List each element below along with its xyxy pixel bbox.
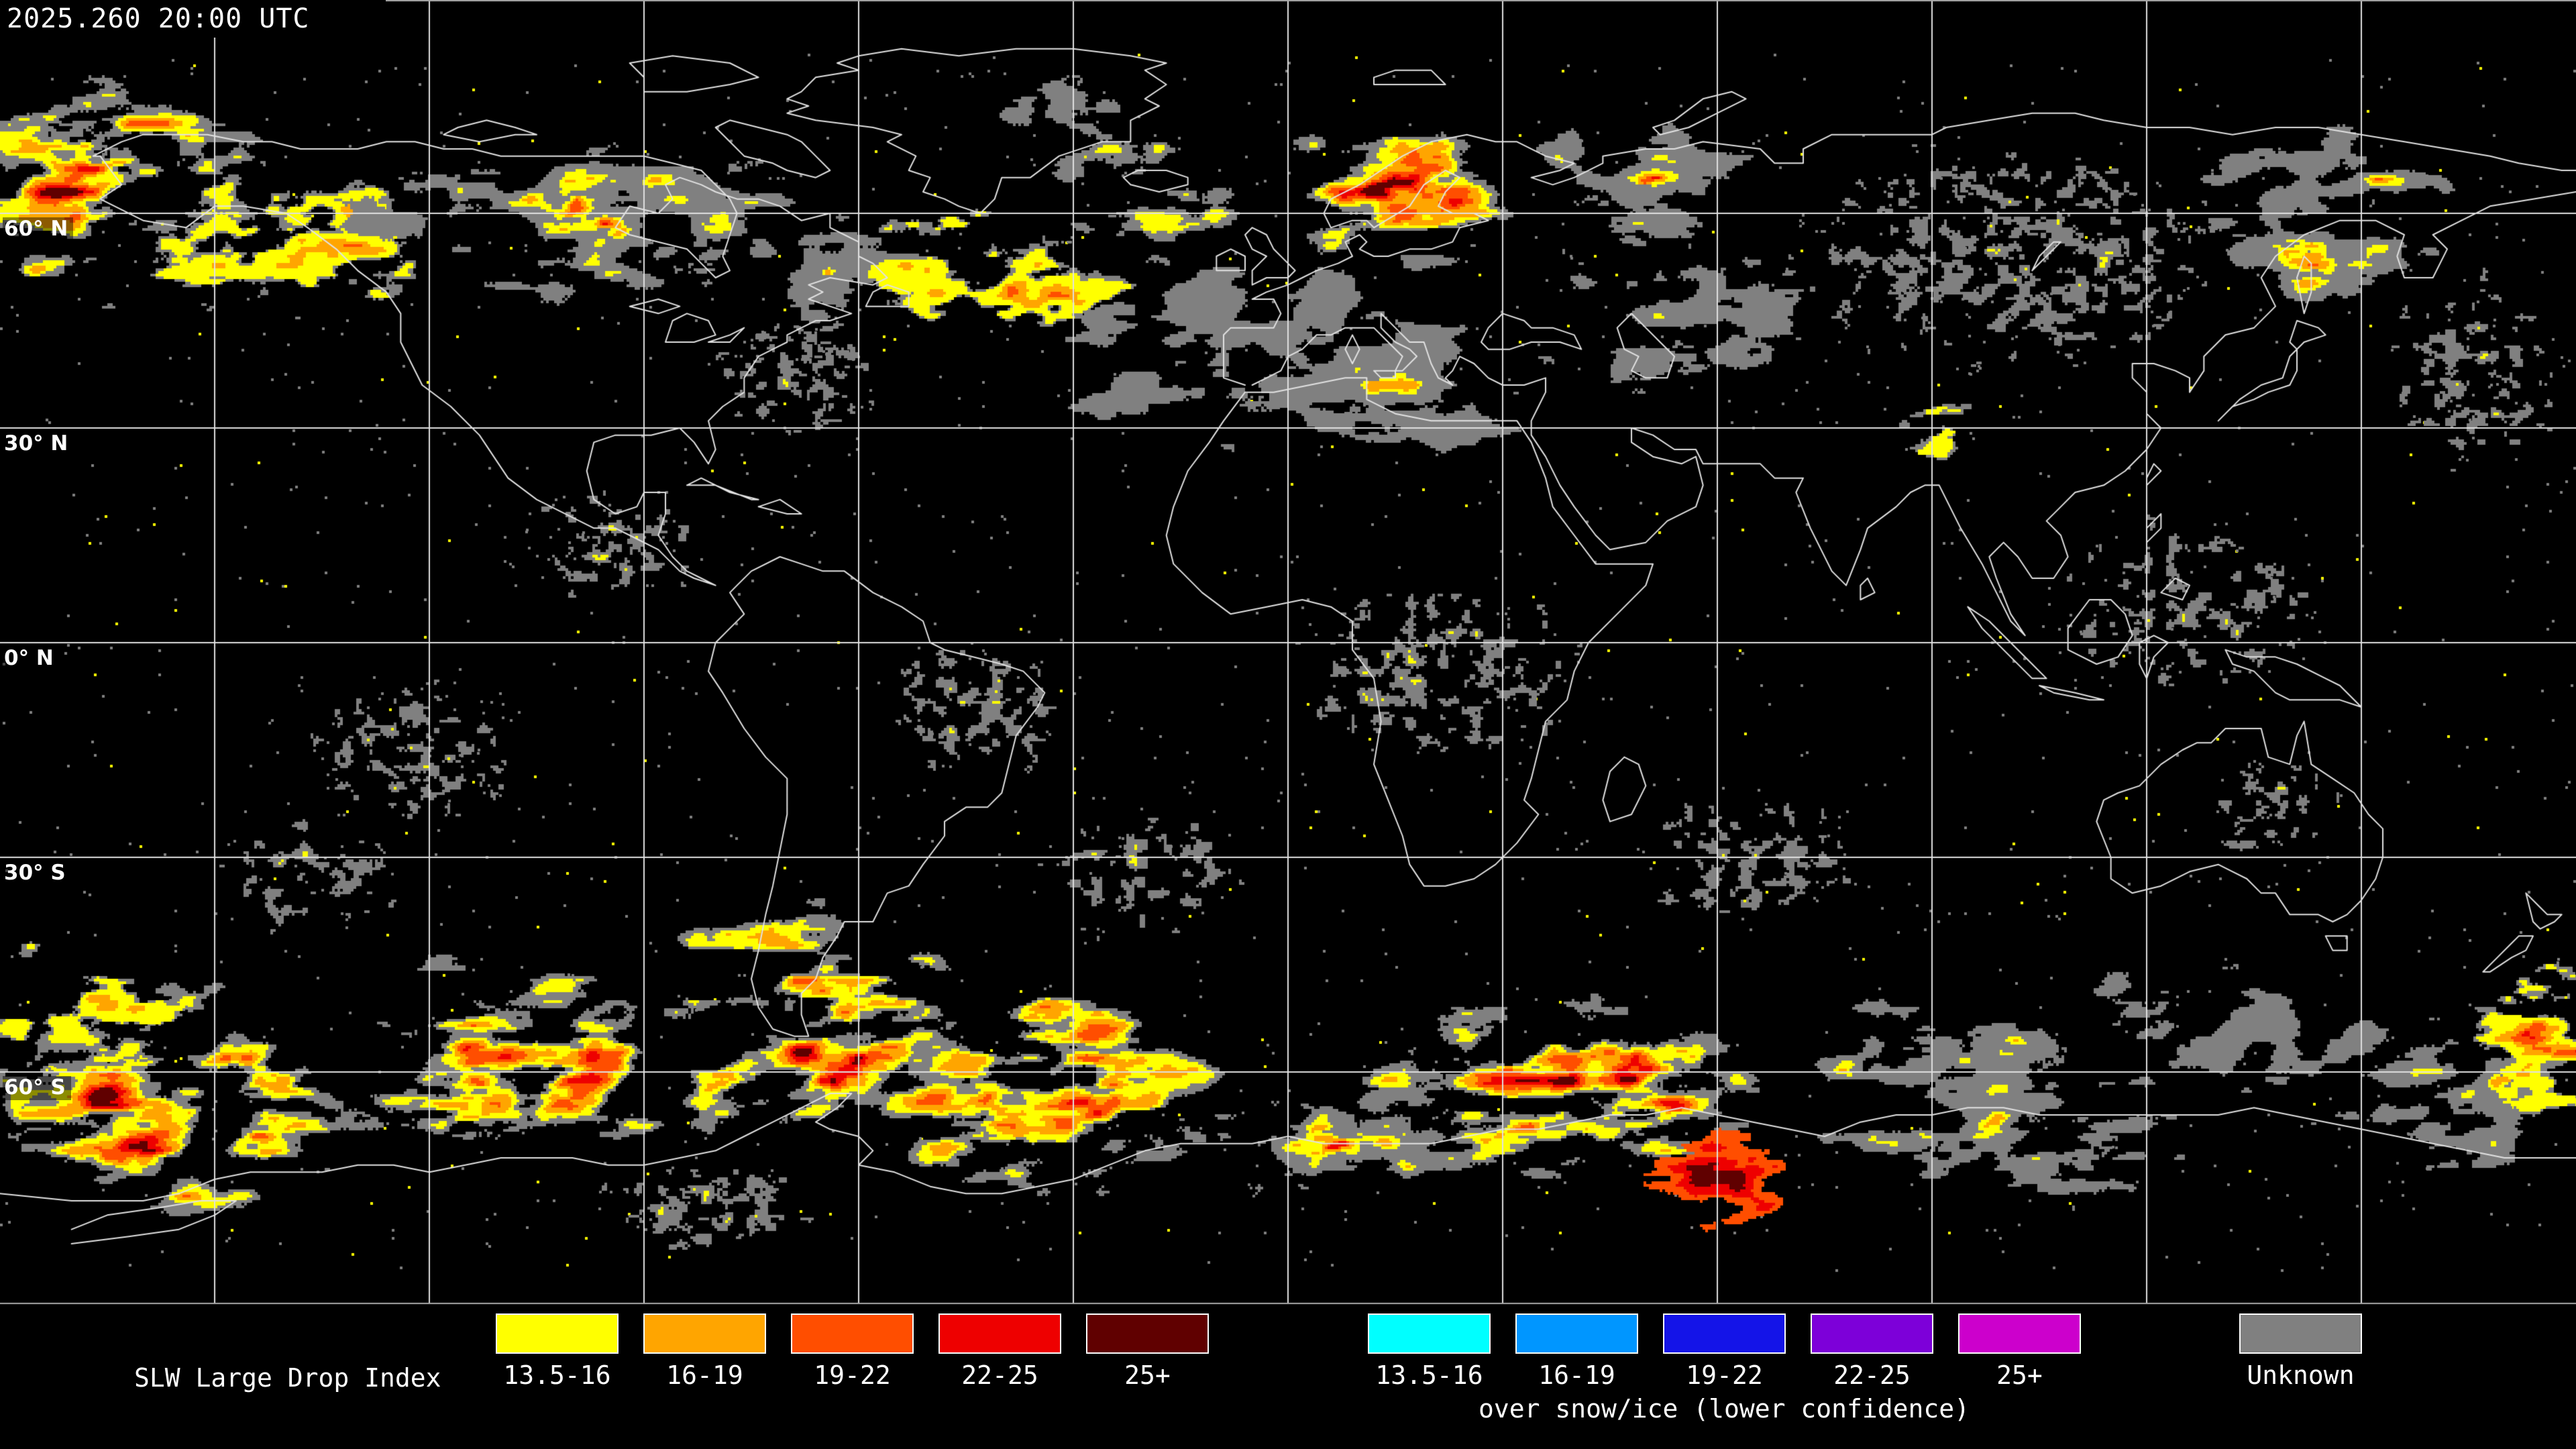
snow-ice-bin-swatch xyxy=(1958,1313,2081,1354)
slw-bin-swatch xyxy=(791,1313,914,1354)
latitude-label: 30° N xyxy=(3,432,74,456)
slw-bin-label: 16-19 xyxy=(666,1360,743,1390)
legend-title: SLW Large Drop Index xyxy=(134,1363,441,1393)
slw-bin-swatch xyxy=(1086,1313,1209,1354)
snow-ice-bin-label: 22-25 xyxy=(1833,1360,1911,1390)
snow-ice-caption: over snow/ice (lower confidence) xyxy=(1478,1394,1970,1424)
slw-bin-swatch xyxy=(496,1313,619,1354)
snow-ice-bin-label: 25+ xyxy=(1996,1360,2043,1390)
latitude-label: 0° N xyxy=(3,647,59,671)
snow-ice-bin-swatch xyxy=(1811,1313,1933,1354)
snow-ice-bin-label: 16-19 xyxy=(1538,1360,1615,1390)
slw-bin-label: 19-22 xyxy=(814,1360,891,1390)
latitude-label: 60° N xyxy=(3,217,74,241)
slw-bin-swatch xyxy=(938,1313,1061,1354)
unknown-label: Unknown xyxy=(2247,1360,2355,1390)
latitude-label: 30° S xyxy=(3,861,71,885)
unknown-swatch xyxy=(2239,1313,2362,1354)
latitude-label: 60° S xyxy=(3,1076,71,1100)
snow-ice-bin-swatch xyxy=(1368,1313,1491,1354)
snow-ice-bin-label: 19-22 xyxy=(1686,1360,1763,1390)
timestamp: 2025.260 20:00 UTC xyxy=(0,0,386,38)
snow-ice-bin-swatch xyxy=(1663,1313,1786,1354)
snow-ice-bin-label: 13.5-16 xyxy=(1375,1360,1483,1390)
snow-ice-bin-swatch xyxy=(1515,1313,1638,1354)
slw-bin-label: 13.5-16 xyxy=(503,1360,611,1390)
slw-bin-label: 25+ xyxy=(1124,1360,1171,1390)
slw-bin-label: 22-25 xyxy=(961,1360,1038,1390)
slw-bin-swatch xyxy=(643,1313,766,1354)
